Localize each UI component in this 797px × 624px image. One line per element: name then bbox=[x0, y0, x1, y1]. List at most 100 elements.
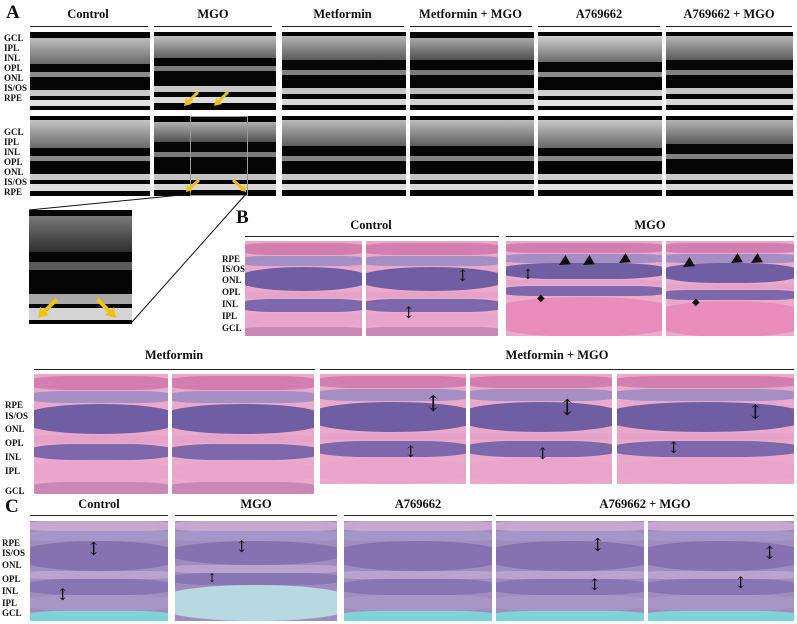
panel-b-rule-control bbox=[245, 236, 499, 237]
yellow-arrow-icon bbox=[38, 297, 59, 318]
zoom-connector-lines bbox=[28, 193, 247, 323]
panel-a-rule-control bbox=[30, 26, 148, 27]
panel-a-row1-layer-labels: GCL IPL INL OPL ONL IS/OS RPE bbox=[4, 33, 30, 103]
layer-label: ONL bbox=[4, 73, 24, 83]
double-arrow-icon: ↕ bbox=[402, 303, 416, 322]
yellow-arrow-icon bbox=[186, 178, 201, 192]
he-image-metformin-mgo-2: ↕ ↕ bbox=[470, 374, 612, 484]
oct-image-mgo-row2 bbox=[154, 116, 276, 196]
zoom-region-box bbox=[190, 116, 248, 196]
panel-a-col-a769662: A769662 bbox=[575, 7, 623, 21]
yellow-arrow-icon bbox=[231, 178, 246, 192]
panel-b-group-control: Control bbox=[350, 218, 392, 232]
oct-zoom-inset bbox=[29, 210, 132, 324]
he-image-metformin-mgo-3: ↕ ↕ bbox=[617, 374, 794, 484]
panel-c-group-mgo: MGO bbox=[240, 497, 272, 511]
panel-a-letter: A bbox=[6, 2, 20, 23]
he-image-mgo-1: ◀ ◀ ◀ ↕ ◆ bbox=[506, 241, 662, 336]
oct-image-metformin-row1 bbox=[282, 32, 406, 110]
layer-label: ONL bbox=[4, 167, 24, 177]
panel-a-rule-metformin bbox=[282, 26, 404, 27]
he-image-mgo-2: ◀ ◀ ◀ ◆ bbox=[666, 241, 794, 336]
panel-b-rule-metformin-mgo bbox=[320, 369, 794, 370]
layer-label: INL bbox=[4, 53, 21, 63]
double-arrow-icon: ↕ bbox=[536, 444, 550, 463]
panel-a-col-control: Control bbox=[67, 7, 109, 21]
double-arrow-icon: ↕ bbox=[86, 539, 102, 560]
double-arrow-icon: ↕ bbox=[558, 396, 577, 421]
he-image-control-1 bbox=[245, 241, 362, 336]
layer-label: IPL bbox=[5, 466, 21, 476]
double-arrow-icon: ↕ bbox=[207, 571, 218, 585]
layer-label: IPL bbox=[4, 43, 20, 53]
double-arrow-icon: ↕ bbox=[734, 573, 748, 592]
oct-image-a769662-mgo-row1 bbox=[666, 32, 793, 110]
yellow-arrow-icon bbox=[214, 90, 230, 106]
layer-label: GCL bbox=[222, 323, 242, 333]
panel-c-rule-a769662-mgo bbox=[496, 515, 794, 516]
layer-label: IS/OS bbox=[4, 177, 28, 187]
panel-c-letter: C bbox=[5, 496, 19, 517]
pas-image-mgo: ↕ ↕ bbox=[175, 521, 337, 621]
layer-label: GCL bbox=[2, 608, 22, 618]
double-arrow-icon: ↕ bbox=[590, 535, 606, 556]
panel-b-group-mgo: MGO bbox=[634, 218, 666, 232]
layer-label: INL bbox=[5, 452, 22, 462]
pas-image-a769662 bbox=[344, 521, 492, 621]
panel-c-group-a769662-mgo: A769662 + MGO bbox=[599, 497, 691, 511]
layer-label: OPL bbox=[222, 287, 241, 297]
panel-b-group-metformin: Metformin bbox=[144, 348, 204, 362]
layer-label: IPL bbox=[4, 137, 20, 147]
layer-label: OPL bbox=[2, 574, 21, 584]
panel-a-col-metformin-mgo: Metformin + MGO bbox=[419, 7, 522, 21]
panel-b-bottom-layer-labels: RPE IS/OS ONL OPL INL IPL GCL bbox=[5, 400, 33, 497]
panel-a-rule-a769662-mgo bbox=[666, 26, 792, 27]
panel-b-top-layer-labels: RPE IS/OS ONL OPL INL IPL GCL bbox=[222, 254, 246, 333]
layer-label: IPL bbox=[2, 598, 18, 608]
oct-image-a769662-row1 bbox=[538, 32, 662, 110]
he-image-metformin-mgo-1: ↕ ↕ bbox=[320, 374, 466, 484]
panel-c-rule-mgo bbox=[175, 515, 337, 516]
oct-image-a769662-mgo-row2 bbox=[666, 116, 793, 196]
layer-label: RPE bbox=[2, 538, 20, 548]
oct-image-metformin-mgo-row1 bbox=[410, 32, 534, 110]
layer-label: OPL bbox=[5, 438, 24, 448]
double-arrow-icon: ↕ bbox=[762, 543, 778, 564]
double-arrow-icon: ↕ bbox=[56, 585, 70, 604]
panel-a-col-metformin: Metformin bbox=[313, 7, 372, 21]
layer-label: RPE bbox=[4, 93, 22, 103]
layer-label: IS/OS bbox=[4, 83, 28, 93]
he-image-control-2: ↕ ↕ bbox=[366, 241, 498, 336]
panel-a-rule-a769662 bbox=[538, 26, 660, 27]
diamond-icon: ◆ bbox=[692, 297, 700, 308]
panel-a-rule-mgo bbox=[154, 26, 272, 27]
panel-a-row2-layer-labels: GCL IPL INL OPL ONL IS/OS RPE bbox=[4, 127, 30, 197]
panel-c-layer-labels: RPE IS/OS ONL OPL INL IPL GCL bbox=[2, 538, 30, 618]
layer-label: OPL bbox=[4, 157, 23, 167]
layer-label: INL bbox=[2, 586, 19, 596]
layer-label: ONL bbox=[222, 275, 242, 285]
panel-c-group-control: Control bbox=[78, 497, 120, 511]
layer-label: RPE bbox=[222, 254, 240, 264]
pas-image-a769662-mgo-1: ↕ ↕ bbox=[496, 521, 644, 621]
layer-label: IS/OS bbox=[5, 411, 29, 421]
layer-label: OPL bbox=[4, 63, 23, 73]
oct-image-metformin-mgo-row2 bbox=[410, 116, 534, 196]
panel-b-letter: B bbox=[236, 207, 249, 228]
double-arrow-icon: ↕ bbox=[235, 537, 249, 556]
pas-image-a769662-mgo-2: ↕ ↕ bbox=[648, 521, 794, 621]
layer-label: RPE bbox=[5, 400, 23, 410]
double-arrow-icon: ↕ bbox=[522, 267, 534, 283]
panel-c-rule-control bbox=[30, 515, 168, 516]
double-arrow-icon: ↕ bbox=[404, 442, 418, 461]
panel-c-rule-a769662 bbox=[344, 515, 492, 516]
panel-b-rule-metformin bbox=[34, 369, 315, 370]
oct-image-a769662-row2 bbox=[538, 116, 662, 196]
double-arrow-icon: ↕ bbox=[424, 392, 443, 417]
panel-b-rule-mgo bbox=[506, 236, 794, 237]
panel-a-rule-metformin-mgo bbox=[410, 26, 532, 27]
layer-label: INL bbox=[222, 299, 239, 309]
layer-label: ONL bbox=[5, 424, 25, 434]
he-image-metformin-2 bbox=[172, 374, 314, 494]
panel-c-group-a769662: A769662 bbox=[394, 497, 442, 511]
